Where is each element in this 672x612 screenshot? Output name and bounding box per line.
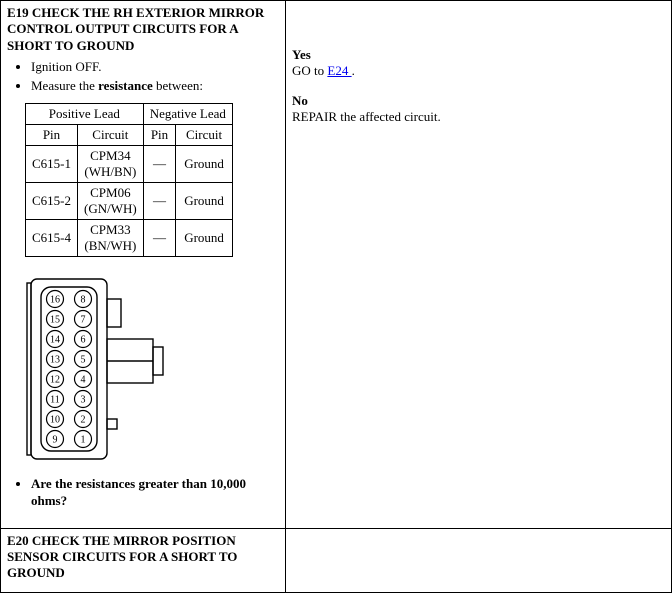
no-label: No xyxy=(292,93,665,109)
cell-pcir: CPM33 (BN/WH) xyxy=(78,219,144,256)
hdr-pos-pin: Pin xyxy=(26,124,78,145)
cell-pcir-colors: (GN/WH) xyxy=(84,201,137,216)
no-action: REPAIR the affected circuit. xyxy=(292,109,665,125)
cell-npin: — xyxy=(143,145,176,182)
yes-action-pre: GO to xyxy=(292,63,327,78)
diagnostic-table: E19 CHECK THE RH EXTERIOR MIRROR CONTROL… xyxy=(0,0,672,593)
svg-text:4: 4 xyxy=(81,374,86,385)
step-e19-bullets: Ignition OFF. Measure the resistance bet… xyxy=(7,58,279,95)
svg-text:7: 7 xyxy=(81,314,86,325)
cell-ncir: Ground xyxy=(176,145,233,182)
measure-post: between: xyxy=(153,78,203,93)
svg-text:1: 1 xyxy=(81,434,86,445)
cell-pcir-colors: (WH/BN) xyxy=(84,164,136,179)
hdr-pos-circuit: Circuit xyxy=(78,124,144,145)
yes-action: GO to E24 . xyxy=(292,63,665,79)
cell-ppin: C615-1 xyxy=(26,145,78,182)
svg-text:10: 10 xyxy=(50,414,60,425)
step-e19-question: Are the resistances greater than 10,000 … xyxy=(31,475,279,510)
hdr-positive-lead: Positive Lead xyxy=(26,103,144,124)
svg-text:9: 9 xyxy=(53,434,58,445)
connector-diagram-icon: 16 15 14 13 12 11 10 9 8 7 6 5 4 3 2 1 xyxy=(25,269,200,469)
step-e19-question-list: Are the resistances greater than 10,000 … xyxy=(7,475,279,510)
link-e24[interactable]: E24 xyxy=(327,63,351,78)
yes-label: Yes xyxy=(292,47,665,63)
svg-text:15: 15 xyxy=(50,314,60,325)
cell-npin: — xyxy=(143,182,176,219)
bullet-ignition-off: Ignition OFF. xyxy=(31,58,279,76)
bullet-measure-resistance: Measure the resistance between: xyxy=(31,77,279,95)
svg-text:11: 11 xyxy=(50,394,60,405)
table-header-row-1: Positive Lead Negative Lead xyxy=(26,103,233,124)
step-e19-left: E19 CHECK THE RH EXTERIOR MIRROR CONTROL… xyxy=(1,1,286,528)
step-e20-right xyxy=(286,529,671,592)
yes-action-post: . xyxy=(352,63,355,78)
cell-pcir-code: CPM33 xyxy=(90,222,130,237)
cell-ncir: Ground xyxy=(176,219,233,256)
svg-text:12: 12 xyxy=(50,374,60,385)
cell-pcir-code: CPM34 xyxy=(90,148,130,163)
cell-pcir-code: CPM06 xyxy=(90,185,130,200)
step-e20-title: E20 CHECK THE MIRROR POSITION SENSOR CIR… xyxy=(7,533,279,582)
cell-ppin: C615-4 xyxy=(26,219,78,256)
table-row: C615-1 CPM34 (WH/BN) — Ground xyxy=(26,145,233,182)
cell-ncir: Ground xyxy=(176,182,233,219)
measure-bold: resistance xyxy=(98,78,153,93)
hdr-neg-pin: Pin xyxy=(143,124,176,145)
svg-text:3: 3 xyxy=(81,394,86,405)
step-e20-left: E20 CHECK THE MIRROR POSITION SENSOR CIR… xyxy=(1,529,286,592)
measure-pre: Measure the xyxy=(31,78,98,93)
cell-pcir-colors: (BN/WH) xyxy=(84,238,136,253)
svg-text:14: 14 xyxy=(50,334,60,345)
cell-npin: — xyxy=(143,219,176,256)
step-e20-row: E20 CHECK THE MIRROR POSITION SENSOR CIR… xyxy=(1,529,671,592)
table-row: C615-4 CPM33 (BN/WH) — Ground xyxy=(26,219,233,256)
svg-text:6: 6 xyxy=(81,334,86,345)
table-header-row-2: Pin Circuit Pin Circuit xyxy=(26,124,233,145)
table-row: C615-2 CPM06 (GN/WH) — Ground xyxy=(26,182,233,219)
svg-text:13: 13 xyxy=(50,354,60,365)
svg-text:5: 5 xyxy=(81,354,86,365)
hdr-neg-circuit: Circuit xyxy=(176,124,233,145)
svg-text:16: 16 xyxy=(50,294,60,305)
cell-ppin: C615-2 xyxy=(26,182,78,219)
cell-pcir: CPM34 (WH/BN) xyxy=(78,145,144,182)
hdr-negative-lead: Negative Lead xyxy=(143,103,232,124)
svg-text:8: 8 xyxy=(81,294,86,305)
cell-pcir: CPM06 (GN/WH) xyxy=(78,182,144,219)
svg-text:2: 2 xyxy=(81,414,86,425)
step-e19-title: E19 CHECK THE RH EXTERIOR MIRROR CONTROL… xyxy=(7,5,279,54)
step-e19-row: E19 CHECK THE RH EXTERIOR MIRROR CONTROL… xyxy=(1,1,671,529)
lead-resistance-table: Positive Lead Negative Lead Pin Circuit … xyxy=(25,103,233,257)
step-e19-right: Yes GO to E24 . No REPAIR the affected c… xyxy=(286,1,671,528)
